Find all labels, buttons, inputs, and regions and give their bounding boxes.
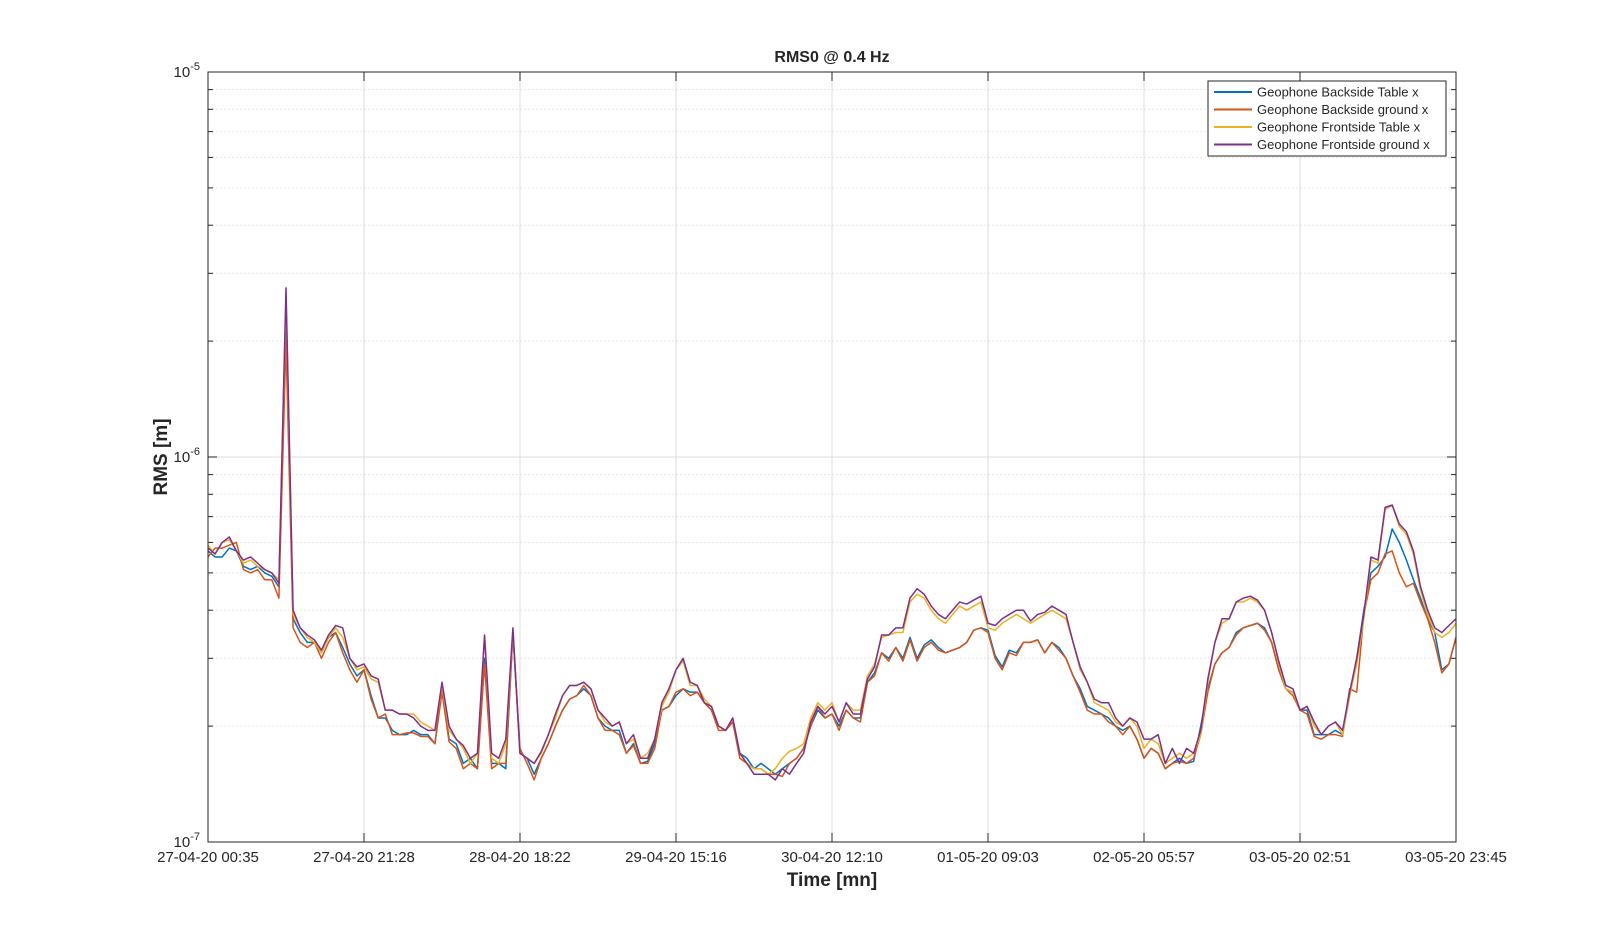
x-tick-label: 28-04-20 18:22	[469, 849, 571, 866]
chart-title: RMS0 @ 0.4 Hz	[774, 49, 889, 66]
y-tick-label: 10-7	[174, 831, 200, 851]
tick-layer: 10-7 10-6 10-5 27-04-20 00:35 27-04-20 21:28…	[157, 61, 1507, 866]
series-layer	[207, 287, 1457, 781]
x-tick-label: 27-04-20 00:35	[157, 849, 259, 866]
legend: Geophone Backside Table x Geophone Backsi…	[1207, 80, 1447, 157]
x-tick-label: 30-04-20 12:10	[781, 849, 883, 866]
legend-label-4: Geophone Frontside ground x	[1257, 137, 1430, 152]
legend-label-1: Geophone Backside Table x	[1257, 85, 1419, 100]
series-line-4	[207, 287, 1457, 781]
x-tick-label: 01-05-20 09:03	[937, 849, 1039, 866]
x-tick-label: 03-05-20 23:45	[1405, 849, 1507, 866]
y-tick-label: 10-5	[174, 61, 200, 81]
x-tick-label: 03-05-20 02:51	[1249, 849, 1351, 866]
x-tick-label: 27-04-20 21:28	[313, 849, 415, 866]
y-tick-label: 10-6	[174, 446, 200, 466]
x-axis-label: Time [mn]	[787, 870, 877, 891]
x-tick-label: 29-04-20 15:16	[625, 849, 727, 866]
x-tick-label: 02-05-20 05:57	[1093, 849, 1195, 866]
series-line-3	[207, 296, 1457, 775]
y-axis-label: RMS [m]	[151, 418, 172, 495]
legend-label-3: Geophone Frontside Table x	[1257, 120, 1421, 135]
legend-label-2: Geophone Backside ground x	[1257, 102, 1429, 117]
series-line-2	[207, 340, 1457, 781]
